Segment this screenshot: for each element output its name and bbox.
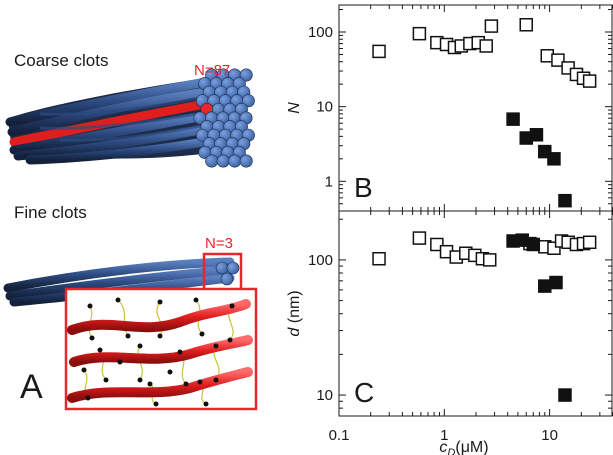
x-axis-label: cD(μM)	[439, 439, 488, 455]
y-axis-label: d (nm)	[286, 290, 303, 336]
fine-clots-title: Fine clots	[14, 203, 87, 222]
coarse-fiber-ends	[193, 68, 255, 168]
open-data-point	[482, 253, 497, 267]
y-tick-label: 100	[308, 24, 333, 41]
filled-data-point	[515, 233, 530, 247]
panel-b-plot: 1 10 100 B N	[286, 4, 613, 212]
open-data-point	[412, 26, 427, 41]
open-data-point	[582, 74, 597, 88]
y-tick-label: 100	[308, 252, 333, 269]
filled-data-point	[558, 193, 572, 208]
open-data-point	[372, 44, 386, 59]
panel-b-frame	[338, 4, 613, 212]
zoom-inset-fibers	[67, 297, 253, 407]
charts-group: 1 10 100 B N 10 100 0.1 1 10 Cd (nm) cD(μM)	[286, 4, 613, 455]
y-axis-label: N	[286, 102, 303, 114]
coarse-fiber-bundle	[5, 68, 255, 168]
y-tick-label: 1	[325, 173, 333, 190]
x-tick-label: 10	[541, 427, 558, 444]
filled-data-point	[529, 128, 544, 142]
filled-data-point	[558, 388, 572, 402]
fiber-end	[205, 154, 219, 168]
x-tick-label: 0.1	[329, 427, 350, 444]
filled-data-point	[547, 152, 561, 166]
open-data-point	[519, 18, 533, 32]
open-data-point	[551, 53, 565, 67]
fiber-end	[228, 154, 242, 168]
filled-data-point	[506, 112, 520, 126]
x-tick-label: 1	[440, 427, 448, 444]
fiber-end	[241, 94, 255, 108]
filled-data-point	[526, 237, 541, 252]
filled-data-point	[549, 275, 563, 290]
open-data-point	[582, 235, 597, 250]
fiber-end	[239, 154, 253, 168]
fiber-end	[239, 68, 253, 82]
panel-c-letter: C	[354, 377, 374, 408]
fine-count-label: N=3	[205, 235, 233, 252]
fiber-end	[216, 154, 230, 168]
y-tick-label: 10	[316, 387, 333, 404]
filled-data-point	[538, 279, 552, 293]
y-tick-label: 10	[316, 99, 333, 116]
panel-a-letter: A	[20, 368, 43, 406]
panel-b-letter: B	[354, 172, 373, 203]
coarse-clots-title: Coarse clots	[14, 51, 108, 70]
open-data-point	[372, 251, 386, 266]
panel-c-plot: 10 100 0.1 1 10 Cd (nm) cD(μM)	[286, 210, 613, 455]
open-data-point	[479, 39, 493, 53]
open-data-point	[484, 19, 499, 33]
open-data-point	[412, 231, 427, 245]
coarse-count-label: N=87	[194, 62, 230, 79]
